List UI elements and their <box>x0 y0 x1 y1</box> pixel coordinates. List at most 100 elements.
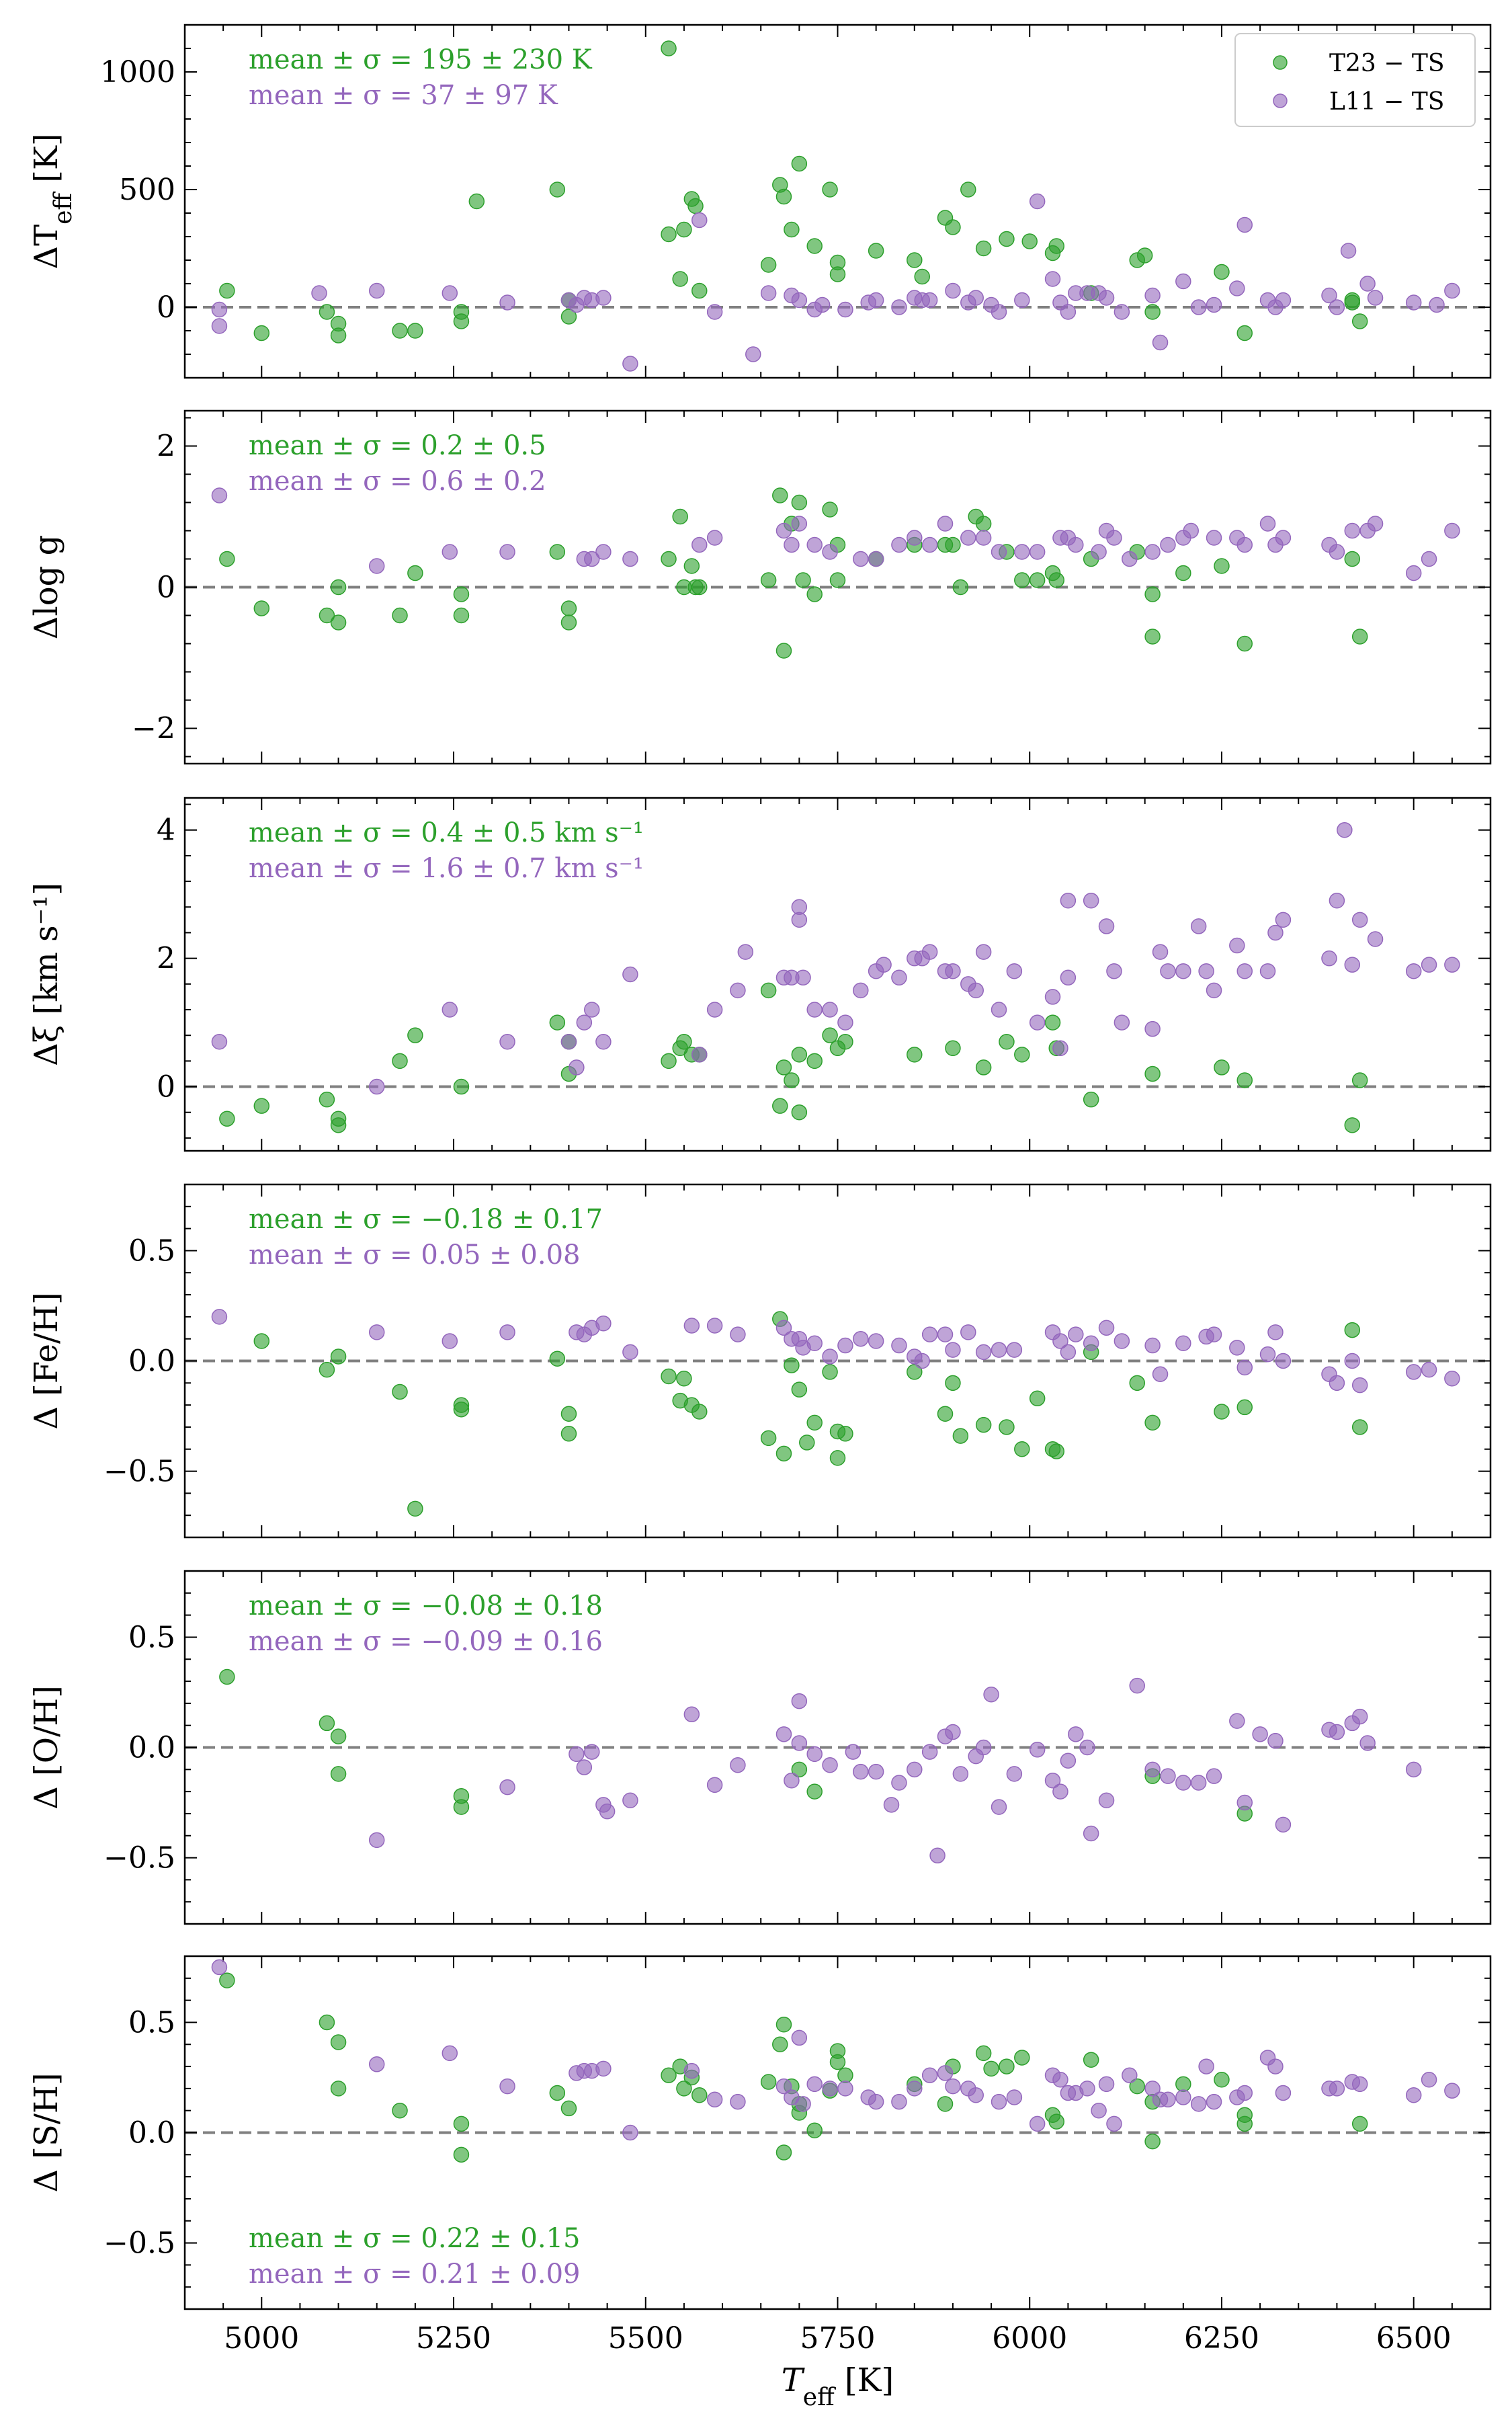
point-l11 <box>791 1735 808 1751</box>
point-t23 <box>453 1078 470 1095</box>
point-l11 <box>1114 1333 1130 1349</box>
point-t23 <box>219 1972 235 1988</box>
point-l11 <box>837 2081 853 2097</box>
point-t23 <box>760 572 777 588</box>
point-l11 <box>853 982 869 999</box>
point-t23 <box>407 1500 423 1517</box>
point-t23 <box>560 1406 577 1422</box>
point-l11 <box>706 1318 723 1334</box>
point-l11 <box>1344 1353 1361 1369</box>
point-t23 <box>907 1047 923 1063</box>
point-l11 <box>791 292 808 309</box>
point-t23 <box>468 193 485 210</box>
x-tick-label: 5000 <box>224 2321 299 2355</box>
point-l11 <box>1091 544 1107 560</box>
point-t23 <box>1014 1441 1030 1457</box>
point-l11 <box>1229 1713 1245 1729</box>
point-l11 <box>1259 1346 1276 1363</box>
point-l11 <box>1344 522 1361 539</box>
point-t23 <box>999 2058 1015 2074</box>
point-l11 <box>945 1724 961 1740</box>
point-l11 <box>1421 957 1437 973</box>
point-l11 <box>211 1033 228 1050</box>
point-l11 <box>1175 1335 1191 1351</box>
point-t23 <box>791 155 808 172</box>
point-l11 <box>1367 931 1384 947</box>
legend-box <box>1234 33 1476 127</box>
point-l11 <box>1236 2085 1253 2101</box>
point-t23 <box>1351 313 1368 329</box>
points-xi <box>211 821 1460 1133</box>
point-t23 <box>837 1426 853 1442</box>
point-l11 <box>691 1047 708 1063</box>
point-l11 <box>1052 1783 1068 1800</box>
point-t23 <box>453 313 470 329</box>
point-t23 <box>799 1435 815 1451</box>
point-l11 <box>1006 963 1023 979</box>
point-l11 <box>622 1792 638 1808</box>
point-t23 <box>453 607 470 624</box>
point-l11 <box>991 1342 1007 1358</box>
point-l11 <box>837 1014 853 1031</box>
point-t23 <box>775 1059 792 1076</box>
point-l11 <box>775 522 792 539</box>
x-tick-label: 5750 <box>800 2321 876 2355</box>
point-t23 <box>975 1416 992 1433</box>
point-l11 <box>1060 969 1077 986</box>
point-l11 <box>1175 273 1191 290</box>
y-axis-label-xi: Δξ [km s⁻¹] <box>28 883 65 1066</box>
point-t23 <box>822 182 838 198</box>
y-label-unit: ⁻¹] <box>28 883 65 925</box>
point-l11 <box>806 1335 823 1351</box>
point-t23 <box>392 607 408 624</box>
point-l11 <box>907 1761 923 1778</box>
point-l11 <box>1144 1020 1161 1037</box>
point-l11 <box>1351 912 1368 928</box>
point-t23 <box>1351 2115 1368 2132</box>
point-l11 <box>968 2087 984 2103</box>
point-l11 <box>868 551 884 567</box>
x-tick-label: 6500 <box>1376 2321 1452 2355</box>
point-l11 <box>891 1775 907 1791</box>
point-l11 <box>1014 292 1030 309</box>
point-l11 <box>1321 950 1337 967</box>
point-l11 <box>837 301 853 318</box>
point-l11 <box>1060 1344 1077 1361</box>
point-t23 <box>775 2144 792 2161</box>
point-t23 <box>407 565 423 581</box>
point-l11 <box>599 1803 616 1820</box>
point-l11 <box>775 1320 792 1336</box>
x-tick-label: 5500 <box>608 2321 683 2355</box>
point-t23 <box>219 1111 235 1127</box>
point-t23 <box>945 536 961 553</box>
point-l11 <box>1068 536 1084 553</box>
point-t23 <box>1014 572 1030 588</box>
point-l11 <box>853 1330 869 1347</box>
point-l11 <box>1444 522 1460 539</box>
point-l11 <box>1444 2083 1460 2099</box>
point-l11 <box>1068 1726 1084 1742</box>
point-l11 <box>822 544 838 560</box>
point-t23 <box>319 2014 335 2031</box>
point-t23 <box>1236 635 1253 652</box>
point-l11 <box>1405 2087 1422 2103</box>
point-t23 <box>999 1033 1015 1050</box>
point-l11 <box>1160 536 1176 553</box>
point-t23 <box>772 2036 788 2052</box>
point-l11 <box>868 1763 884 1780</box>
point-l11 <box>576 1759 593 1775</box>
point-t23 <box>549 544 566 560</box>
y-tick-label: −2 <box>132 712 175 746</box>
point-t23 <box>661 226 677 243</box>
point-l11 <box>814 296 831 313</box>
point-l11 <box>1029 2115 1046 2132</box>
point-t23 <box>672 508 688 525</box>
point-l11 <box>584 1744 600 1760</box>
point-l11 <box>991 304 1007 320</box>
point-l11 <box>791 912 808 928</box>
point-l11 <box>1190 299 1207 315</box>
point-l11 <box>975 530 992 546</box>
point-l11 <box>891 969 907 986</box>
point-l11 <box>560 1033 577 1050</box>
point-l11 <box>921 944 938 960</box>
